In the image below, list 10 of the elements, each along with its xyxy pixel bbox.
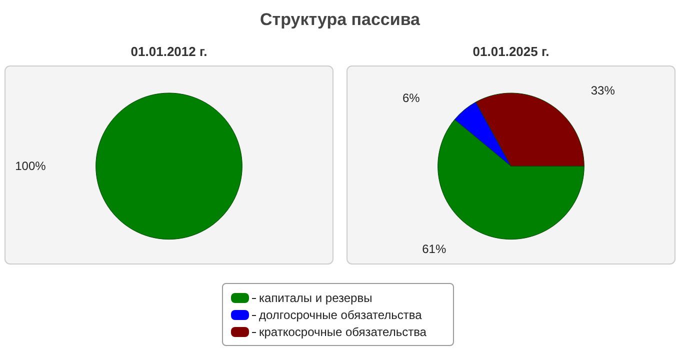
chart-subtitle: 01.01.2025 г. xyxy=(472,44,550,59)
data-label: 100% xyxy=(15,159,46,174)
data-label: 6% xyxy=(402,91,420,106)
legend-label: капиталы и резервы xyxy=(252,290,372,304)
legend-label: долгосрочные обязательства xyxy=(252,308,422,322)
data-label: 33% xyxy=(590,83,616,98)
data-label: 61% xyxy=(422,242,446,256)
legend-label: краткосрочные обязательства xyxy=(252,324,426,338)
chart-subtitle: 01.01.2012 г. xyxy=(130,44,208,59)
text: Структура пассива xyxy=(258,10,422,30)
